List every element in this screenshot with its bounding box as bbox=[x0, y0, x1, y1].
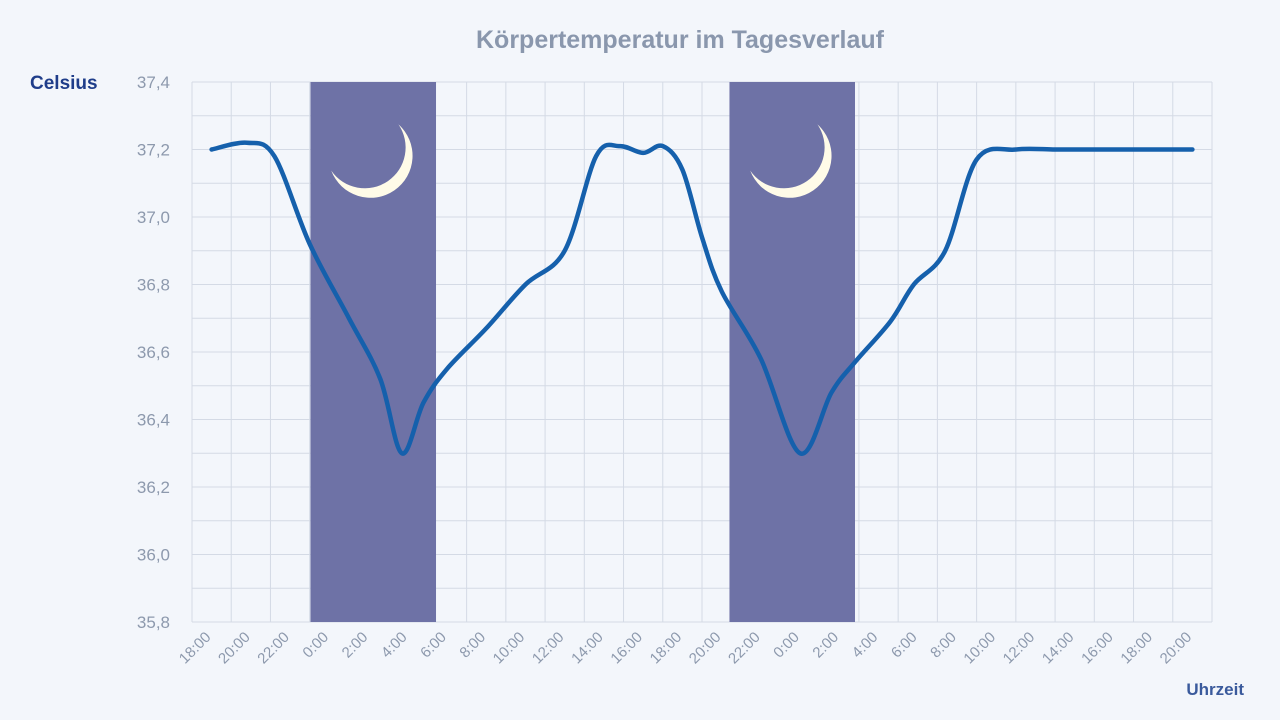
night-band bbox=[310, 82, 437, 622]
x-tick-label: 12:00 bbox=[1000, 629, 1039, 668]
x-tick-label: 8:00 bbox=[927, 629, 960, 662]
x-tick-label: 10:00 bbox=[490, 629, 529, 668]
x-tick-label: 6:00 bbox=[888, 629, 921, 662]
y-tick-label: 35,8 bbox=[137, 613, 170, 632]
x-tick-label: 6:00 bbox=[417, 629, 450, 662]
y-axis-label: Celsius bbox=[30, 73, 98, 94]
x-tick-label: 18:00 bbox=[1117, 629, 1156, 668]
y-tick-label: 37,4 bbox=[137, 73, 170, 92]
x-tick-label: 16:00 bbox=[607, 629, 646, 668]
x-axis-ticks: 18:00 20:00 22:00 0:00 2:00 4:00 6:00 8:00 10:00… bbox=[176, 629, 1195, 668]
y-tick-label: 36,0 bbox=[137, 546, 170, 565]
x-tick-label: 2:00 bbox=[809, 629, 842, 662]
x-tick-label: 16:00 bbox=[1078, 629, 1117, 668]
y-axis-ticks: 37,4 37,2 37,0 36,8 36,6 36,4 36,2 36,0 35,8 bbox=[137, 73, 170, 632]
chart-title: Körpertemperatur im Tagesverlauf bbox=[476, 26, 885, 54]
x-tick-label: 14:00 bbox=[568, 629, 607, 668]
x-tick-label: 2:00 bbox=[339, 629, 372, 662]
x-tick-label: 10:00 bbox=[960, 629, 999, 668]
x-tick-label: 20:00 bbox=[686, 629, 725, 668]
x-tick-label: 0:00 bbox=[299, 629, 332, 662]
moon-icon bbox=[750, 124, 832, 198]
x-tick-label: 4:00 bbox=[849, 629, 882, 662]
series-layer bbox=[209, 140, 1195, 456]
y-tick-label: 36,4 bbox=[137, 411, 170, 430]
x-tick-label: 8:00 bbox=[456, 629, 489, 662]
x-tick-label: 20:00 bbox=[1157, 629, 1196, 668]
x-tick-label: 0:00 bbox=[770, 629, 803, 662]
y-tick-label: 36,8 bbox=[137, 276, 170, 295]
y-tick-label: 37,2 bbox=[137, 141, 170, 160]
x-tick-label: 18:00 bbox=[176, 629, 215, 668]
x-tick-label: 4:00 bbox=[378, 629, 411, 662]
x-tick-label: 18:00 bbox=[647, 629, 686, 668]
night-bands bbox=[310, 82, 855, 622]
x-tick-label: 22:00 bbox=[725, 629, 764, 668]
series-line bbox=[209, 140, 1195, 456]
moon-icon bbox=[331, 124, 413, 198]
y-tick-label: 37,0 bbox=[137, 208, 170, 227]
y-tick-label: 36,2 bbox=[137, 478, 170, 497]
x-tick-label: 22:00 bbox=[254, 629, 293, 668]
y-tick-label: 36,6 bbox=[137, 343, 170, 362]
x-tick-label: 14:00 bbox=[1039, 629, 1078, 668]
x-axis-label: Uhrzeit bbox=[1186, 680, 1244, 699]
x-tick-label: 12:00 bbox=[529, 629, 568, 668]
x-tick-label: 20:00 bbox=[215, 629, 254, 668]
night-band bbox=[729, 82, 855, 622]
